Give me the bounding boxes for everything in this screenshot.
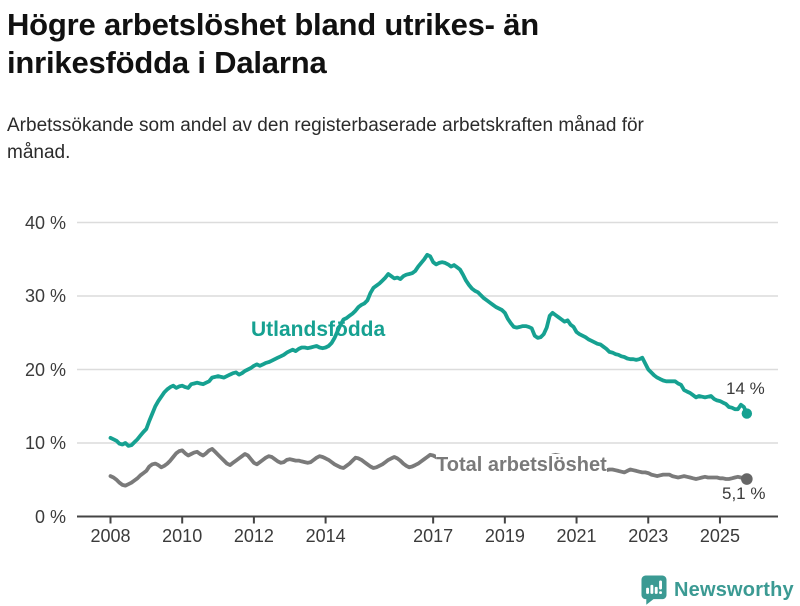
series-line-1	[108, 446, 749, 488]
plot-area: Utlandsfödda Total arbetslöshet 14 % 5,1…	[0, 6, 800, 606]
series-line-0	[108, 252, 749, 448]
brand-name: Newsworthy	[674, 578, 794, 601]
x-axis-label: 2021	[556, 526, 597, 546]
page: { "header": { "title": "Högre arbetslösh…	[0, 6, 800, 606]
series-label-utlandsfodda: Utlandsfödda	[251, 318, 386, 341]
y-axis-label: 0 %	[34, 506, 66, 527]
x-axis-label: 2014	[305, 526, 346, 546]
chart-canvas	[77, 221, 778, 524]
page-title: Högre arbetslöshet bland utrikes- än inr…	[7, 7, 539, 80]
x-axis-label: 2019	[484, 526, 525, 546]
newsworthy-icon	[641, 575, 667, 605]
x-axis-label: 2017	[413, 526, 454, 546]
x-axis-label: 2023	[628, 526, 669, 546]
series-end-dot-0	[741, 408, 753, 419]
y-axis-label: 30 %	[24, 286, 66, 306]
end-value-total-arbetsloshet: 5,1 %	[722, 484, 766, 503]
y-axis-label: 20 %	[24, 359, 66, 380]
brand-logo: Newsworthy	[641, 575, 794, 605]
y-axis-label: 40 %	[24, 212, 66, 233]
series-end-dot-1	[741, 473, 753, 485]
x-axis-label: 2025	[699, 526, 740, 546]
end-value-utlandsfodda: 14 %	[726, 379, 765, 398]
x-axis-label: 2008	[90, 526, 131, 546]
x-axis-label: 2012	[233, 526, 274, 546]
series-label-total-arbetsloshet: Total arbetslöshet	[436, 454, 607, 477]
y-axis-label: 10 %	[24, 433, 66, 453]
page-subtitle: Arbetssökande som andel av den registerb…	[7, 114, 644, 164]
x-axis-label: 2010	[162, 526, 203, 546]
